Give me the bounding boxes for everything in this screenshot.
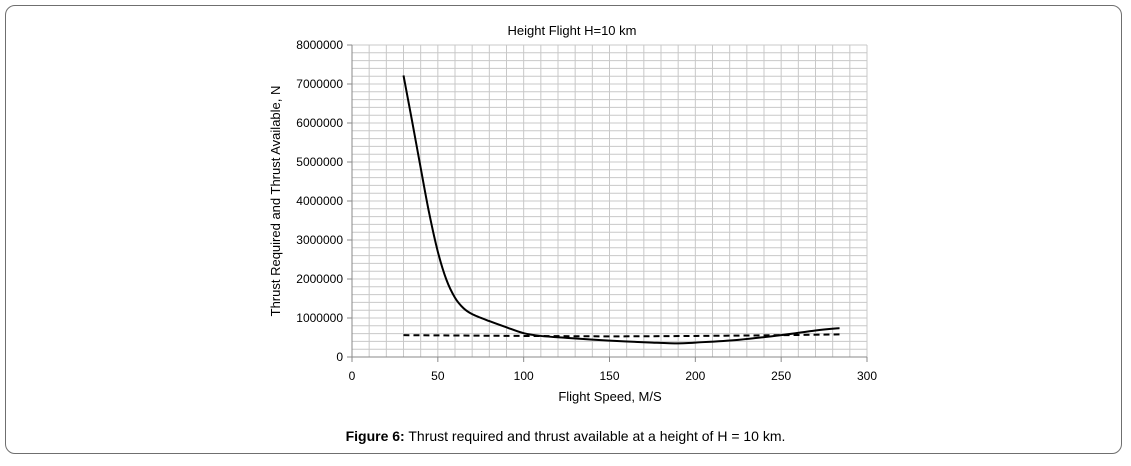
caption-text: Thrust required and thrust available at …	[408, 428, 786, 444]
y-tick-label: 3000000	[296, 233, 343, 247]
x-tick-label: 250	[771, 369, 791, 383]
x-tick-label: 150	[599, 369, 619, 383]
chart: Height Flight H=10 km 0 50 100 150 200 250 300…	[268, 23, 877, 404]
x-tick-label: 0	[349, 369, 356, 383]
axes	[347, 44, 868, 362]
tick-labels: 0 50 100 150 200 250 300 0 1000000 2000000 3000000…	[296, 38, 877, 383]
x-tick-label: 100	[514, 369, 534, 383]
x-axis-label: Flight Speed, M/S	[558, 389, 662, 404]
y-tick-label: 4000000	[296, 194, 343, 208]
series	[402, 75, 840, 345]
y-axis-label: Thrust Required and Thrust Available, N	[268, 86, 283, 317]
y-tick-label: 6000000	[296, 116, 343, 130]
y-tick-label: 5000000	[296, 155, 343, 169]
x-tick-label: 300	[857, 369, 877, 383]
series-line-dashed	[403, 333, 840, 338]
y-tick-label: 7000000	[296, 77, 343, 91]
y-tick-label: 1000000	[296, 311, 343, 325]
chart-title: Height Flight H=10 km	[508, 23, 637, 38]
caption-label: Figure 6:	[345, 428, 405, 444]
y-tick-label: 0	[336, 350, 343, 364]
y-tick-label: 8000000	[296, 38, 343, 52]
figure-caption: Figure 6: Thrust required and thrust ava…	[0, 428, 1131, 444]
grid	[352, 44, 868, 357]
y-tick-label: 2000000	[296, 272, 343, 286]
x-tick-label: 50	[431, 369, 445, 383]
figure-frame	[5, 5, 1122, 454]
series-line-solid	[402, 75, 840, 345]
x-tick-label: 200	[685, 369, 705, 383]
